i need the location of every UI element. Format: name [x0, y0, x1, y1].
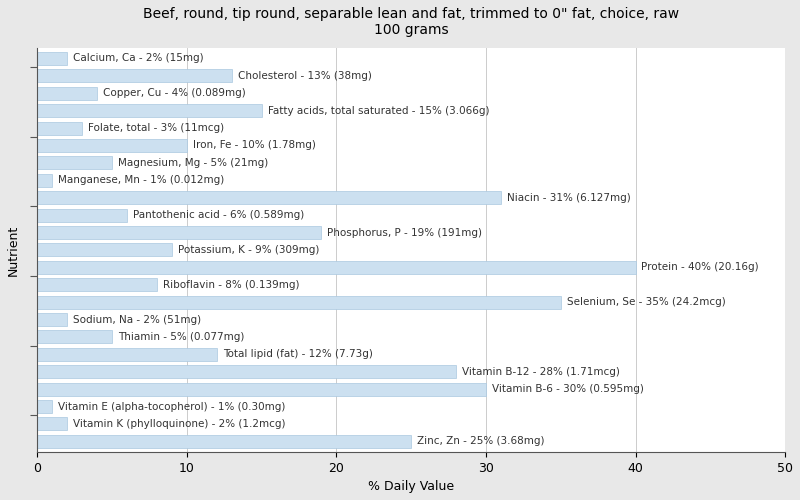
- Title: Beef, round, tip round, separable lean and fat, trimmed to 0" fat, choice, raw
1: Beef, round, tip round, separable lean a…: [143, 7, 679, 37]
- Text: Magnesium, Mg - 5% (21mg): Magnesium, Mg - 5% (21mg): [118, 158, 268, 168]
- Text: Selenium, Se - 35% (24.2mcg): Selenium, Se - 35% (24.2mcg): [566, 297, 726, 307]
- Bar: [38, 418, 67, 430]
- Text: Vitamin E (alpha-tocopherol) - 1% (0.30mg): Vitamin E (alpha-tocopherol) - 1% (0.30m…: [58, 402, 286, 411]
- Bar: [38, 174, 52, 187]
- Bar: [38, 156, 112, 170]
- Text: Niacin - 31% (6.127mg): Niacin - 31% (6.127mg): [507, 192, 630, 202]
- Bar: [38, 382, 486, 396]
- Bar: [38, 296, 561, 308]
- Bar: [38, 191, 501, 204]
- Text: Pantothenic acid - 6% (0.589mg): Pantothenic acid - 6% (0.589mg): [133, 210, 304, 220]
- Bar: [38, 122, 82, 134]
- Bar: [38, 244, 172, 256]
- Text: Cholesterol - 13% (38mg): Cholesterol - 13% (38mg): [238, 71, 371, 81]
- Text: Fatty acids, total saturated - 15% (3.066g): Fatty acids, total saturated - 15% (3.06…: [268, 106, 489, 116]
- Text: Iron, Fe - 10% (1.78mg): Iron, Fe - 10% (1.78mg): [193, 140, 316, 150]
- Bar: [38, 208, 127, 222]
- Text: Folate, total - 3% (11mcg): Folate, total - 3% (11mcg): [88, 123, 224, 133]
- Text: Sodium, Na - 2% (51mg): Sodium, Na - 2% (51mg): [73, 314, 202, 324]
- Bar: [38, 226, 322, 239]
- Bar: [38, 348, 217, 361]
- Text: Vitamin B-6 - 30% (0.595mg): Vitamin B-6 - 30% (0.595mg): [492, 384, 644, 394]
- Text: Total lipid (fat) - 12% (7.73g): Total lipid (fat) - 12% (7.73g): [222, 350, 373, 360]
- Bar: [38, 330, 112, 344]
- Bar: [38, 70, 232, 82]
- Text: Vitamin K (phylloquinone) - 2% (1.2mcg): Vitamin K (phylloquinone) - 2% (1.2mcg): [73, 419, 286, 429]
- Bar: [38, 400, 52, 413]
- Bar: [38, 261, 635, 274]
- Bar: [38, 435, 411, 448]
- Y-axis label: Nutrient: Nutrient: [7, 224, 20, 276]
- Text: Zinc, Zn - 25% (3.68mg): Zinc, Zn - 25% (3.68mg): [417, 436, 545, 446]
- Text: Thiamin - 5% (0.077mg): Thiamin - 5% (0.077mg): [118, 332, 245, 342]
- Text: Vitamin B-12 - 28% (1.71mcg): Vitamin B-12 - 28% (1.71mcg): [462, 366, 620, 376]
- Text: Calcium, Ca - 2% (15mg): Calcium, Ca - 2% (15mg): [73, 54, 204, 64]
- Text: Phosphorus, P - 19% (191mg): Phosphorus, P - 19% (191mg): [327, 228, 482, 237]
- Bar: [38, 52, 67, 65]
- Text: Protein - 40% (20.16g): Protein - 40% (20.16g): [642, 262, 759, 272]
- Text: Copper, Cu - 4% (0.089mg): Copper, Cu - 4% (0.089mg): [103, 88, 246, 99]
- Bar: [38, 87, 97, 100]
- Bar: [38, 104, 262, 117]
- Text: Potassium, K - 9% (309mg): Potassium, K - 9% (309mg): [178, 245, 319, 255]
- Bar: [38, 313, 67, 326]
- Bar: [38, 278, 157, 291]
- X-axis label: % Daily Value: % Daily Value: [368, 480, 454, 493]
- Bar: [38, 365, 456, 378]
- Text: Manganese, Mn - 1% (0.012mg): Manganese, Mn - 1% (0.012mg): [58, 176, 225, 186]
- Text: Riboflavin - 8% (0.139mg): Riboflavin - 8% (0.139mg): [163, 280, 299, 289]
- Bar: [38, 139, 187, 152]
